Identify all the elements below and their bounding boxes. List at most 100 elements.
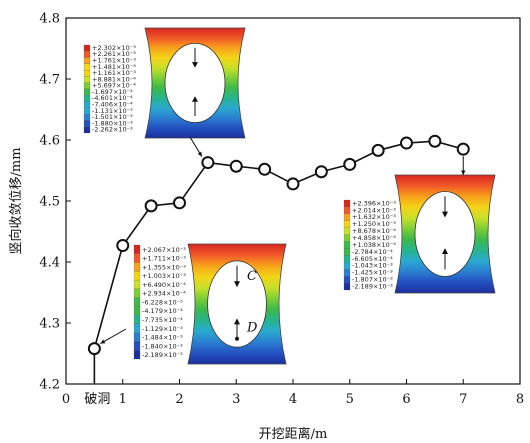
data-point: [258, 162, 272, 176]
legend-swatch: [83, 101, 91, 108]
legend-label: +1.481×10⁻³: [92, 63, 136, 71]
legend-swatch: [133, 288, 141, 298]
legend-swatch: [133, 315, 141, 325]
point-d-marker: [235, 336, 239, 341]
legend-swatch: [83, 63, 91, 71]
legend-label: -4.179×10⁻⁴: [142, 307, 183, 315]
pointer-arrowhead-icon: [461, 170, 466, 175]
legend-swatch: [343, 262, 351, 270]
down-arrowhead-icon: [234, 281, 240, 288]
legend-swatch: [83, 88, 91, 96]
legend-label: +1.250×10⁻³: [352, 220, 396, 228]
up-arrowhead-icon: [234, 318, 240, 325]
legend-label: -2.189×10⁻³: [142, 351, 183, 359]
x-axis-label: 开挖距离/m: [259, 426, 328, 442]
legend-swatch: [83, 126, 91, 134]
contour-inset: +2.067×10⁻³+1.711×10⁻³+1.355×10⁻³+1.003×…: [133, 243, 287, 365]
legend-label: +4.858×10⁻⁴: [352, 234, 396, 242]
tunnel-hole: [414, 191, 476, 277]
legend-swatch: [133, 323, 141, 333]
legend-label: -1.840×10⁻³: [142, 342, 183, 350]
legend-swatch: [83, 44, 91, 52]
legend-label: -4.601×10⁻⁴: [92, 94, 133, 102]
legend-label: -1.501×10⁻³: [92, 113, 133, 121]
legend-swatch: [343, 227, 351, 235]
data-point: [201, 156, 215, 170]
legend-label: +2.261×10⁻³: [92, 50, 136, 58]
pointer-arrowhead-icon: [100, 339, 106, 344]
legend-swatch: [343, 234, 351, 242]
legend-label: +2.934×10⁻⁴: [142, 290, 186, 298]
legend-label: +1.711×10⁻³: [142, 255, 186, 263]
legend-label: -1.807×10⁻³: [352, 276, 393, 284]
legend-label: +2.067×10⁻³: [142, 246, 186, 254]
x-tick-label: 8: [516, 392, 524, 407]
legend-label: +6.490×10⁻⁴: [142, 281, 186, 289]
legend-label: +5.697×10⁻⁴: [92, 82, 136, 90]
legend-swatch: [343, 255, 351, 263]
data-point: [371, 143, 385, 157]
pointer-arrow-icon: [100, 328, 127, 345]
y-tick-label: 4.2: [39, 378, 60, 393]
legend-swatch: [343, 199, 351, 208]
data-point: [428, 134, 442, 148]
legend-label: +2.302×10⁻³: [92, 44, 136, 52]
contour-inset: +2.302×10⁻³+2.261×10⁻³+1.761×10⁻³+1.481×…: [83, 27, 246, 139]
legend-label: -1.425×10⁻³: [352, 269, 393, 277]
legend-label: +1.038×10⁻⁴: [352, 241, 396, 249]
point-label-d: D: [246, 321, 258, 336]
data-point: [400, 136, 413, 150]
y-axis-label: 竖向收敛位移/mm: [8, 147, 24, 254]
legend-swatch: [83, 57, 91, 64]
data-point: [87, 342, 101, 356]
legend-swatch: [83, 114, 91, 121]
legend-label: -2.262×10⁻³: [92, 126, 133, 134]
legend-label: +1.632×10⁻³: [352, 213, 396, 221]
inset-group: +2.302×10⁻³+2.261×10⁻³+1.761×10⁻³+1.481×…: [83, 27, 496, 365]
y-tick-label: 4.5: [39, 195, 60, 210]
legend-label: -2.784×10⁻⁴: [352, 248, 393, 256]
legend-label: +8.678×10⁻⁴: [352, 227, 396, 235]
legend-label: +2.014×10⁻³: [352, 206, 396, 214]
legend-label: -1.484×10⁻³: [142, 334, 183, 342]
y-tick-label: 4.4: [39, 256, 60, 271]
legend-swatch: [133, 297, 141, 307]
y-tick-label: 4.8: [39, 12, 60, 27]
axes: [65, 17, 521, 385]
x-tick-label: 4: [289, 392, 297, 407]
legend-label: -6.228×10⁻⁵: [142, 298, 183, 306]
legend-swatch: [133, 279, 141, 289]
x-tick-label: 3: [232, 392, 240, 407]
legend-label: -7.735×10⁻⁴: [142, 316, 183, 324]
x-tick-label: 2: [175, 392, 183, 407]
legend-label: +1.355×10⁻³: [142, 263, 186, 271]
legend-swatch: [133, 350, 141, 360]
x-tick-label: 7: [459, 392, 467, 407]
series-line-group: [87, 134, 470, 384]
legend-swatch: [343, 269, 351, 277]
down-arrowhead-icon: [192, 62, 198, 68]
x-tick-label: 1: [119, 392, 127, 407]
data-point: [144, 199, 158, 213]
legend-label: +8.881×10⁻⁴: [92, 75, 136, 83]
data-point: [456, 142, 470, 156]
legend-swatch: [83, 82, 91, 90]
x-special-label: 破洞: [84, 392, 110, 407]
up-arrowhead-icon: [442, 248, 448, 255]
legend-swatch: [343, 213, 351, 221]
legend-swatch: [83, 76, 91, 83]
legend-swatch: [133, 332, 141, 342]
legend-label: -6.605×10⁻⁴: [352, 255, 393, 263]
up-arrowhead-icon: [192, 96, 198, 102]
data-point: [173, 196, 186, 210]
legend-label: -1.129×10⁻³: [142, 325, 183, 333]
legend-label: +1.761×10⁻³: [92, 56, 136, 64]
y-tick-label: 4.3: [39, 317, 60, 332]
legend-label: -1.043×10⁻³: [352, 262, 393, 270]
legend-swatch: [343, 220, 351, 228]
legend-label: -1.131×10⁻³: [92, 107, 133, 115]
legend-label: -2.189×10⁻³: [352, 282, 393, 290]
legend-label: -1.697×10⁻⁴: [92, 88, 133, 96]
point-label-c: C: [247, 269, 257, 284]
